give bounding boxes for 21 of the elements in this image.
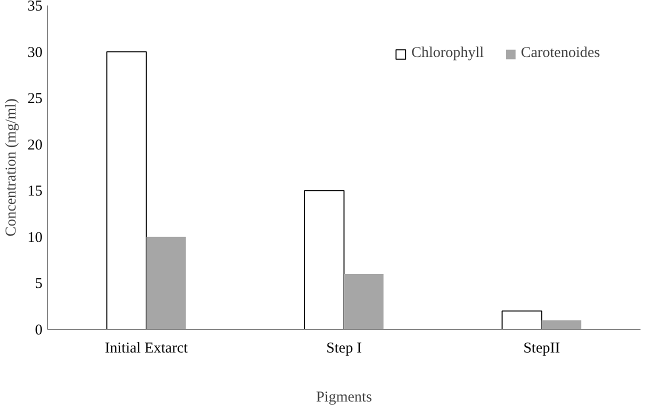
legend-label: Chlorophyll — [411, 45, 484, 62]
x-axis-title: Pigments — [316, 390, 372, 406]
bar — [146, 236, 186, 330]
y-tick-label: 15 — [28, 184, 42, 200]
bar — [502, 310, 542, 330]
y-tick-label: 30 — [28, 44, 42, 61]
y-tick-label: 5 — [35, 276, 42, 292]
y-axis-title: Concentration (mg/ml) — [4, 98, 20, 236]
x-tick-label: StepII — [523, 340, 560, 356]
y-tick-label: 0 — [35, 322, 42, 338]
bar — [344, 274, 384, 330]
y-tick-label: 25 — [28, 91, 42, 108]
bar — [542, 320, 582, 330]
y-tick-label: 35 — [28, 0, 42, 14]
y-tick-label: 20 — [28, 137, 42, 154]
bar — [106, 51, 147, 330]
x-tick-label: Step I — [326, 340, 362, 356]
legend-label: Carotenoides — [520, 45, 600, 62]
x-tick-label: Initial Extarct — [104, 340, 189, 356]
y-tick-label: 10 — [28, 230, 42, 246]
bar — [304, 190, 344, 330]
